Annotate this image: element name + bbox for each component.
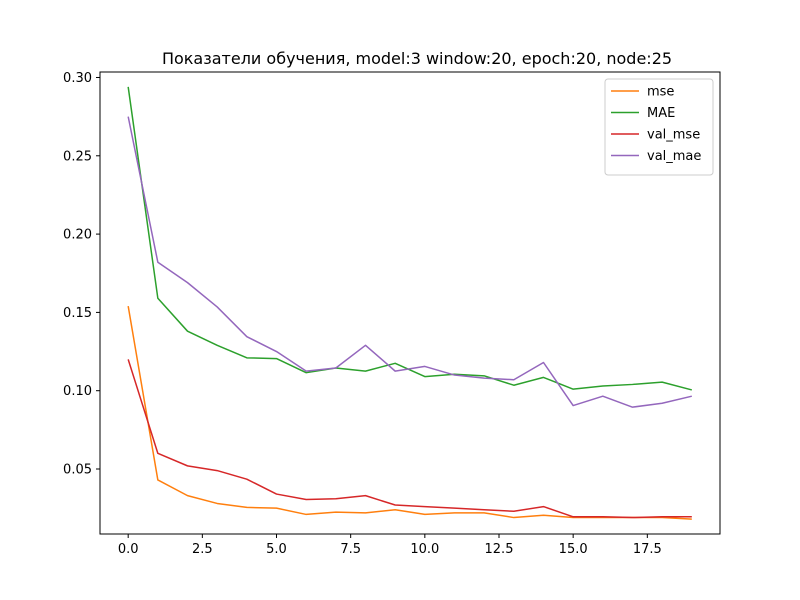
chart-title: Показатели обучения, model:3 window:20, … [162,49,672,68]
x-tick-label: 7.5 [340,542,361,557]
x-tick-label: 5.0 [266,542,287,557]
y-tick-label: 0.10 [63,384,92,399]
legend-label: MAE [647,106,675,121]
y-tick-label: 0.05 [63,463,92,478]
x-tick-label: 10.0 [410,542,439,557]
x-tick-label: 2.5 [192,542,213,557]
legend-label: val_mae [647,149,701,164]
legend-label: mse [647,85,674,100]
x-tick-label: 0.0 [118,542,139,557]
series-line-val-mse [127,359,692,519]
series-line-val-mae [127,116,692,408]
legend: mse MAE val_mse val_mae [604,78,714,176]
y-tick-label: 0.25 [63,149,92,164]
series-line-mae [127,86,693,391]
legend-box [604,78,714,176]
y-tick-label: 0.30 [63,71,92,86]
y-tick-label: 0.20 [63,228,92,243]
legend-label: val_mse [647,128,700,143]
y-axis: 0.05 0.10 0.15 0.20 0.25 0.30 [63,71,100,478]
plot-lines [127,86,693,520]
x-axis: 0.0 2.5 5.0 7.5 10.0 12.5 15.0 17.5 [118,534,662,557]
y-tick-label: 0.15 [63,306,92,321]
x-tick-label: 12.5 [485,542,514,557]
x-tick-label: 17.5 [633,542,662,557]
axes-frame [99,71,721,535]
x-tick-label: 15.0 [559,542,588,557]
series-line-mse [127,306,692,520]
